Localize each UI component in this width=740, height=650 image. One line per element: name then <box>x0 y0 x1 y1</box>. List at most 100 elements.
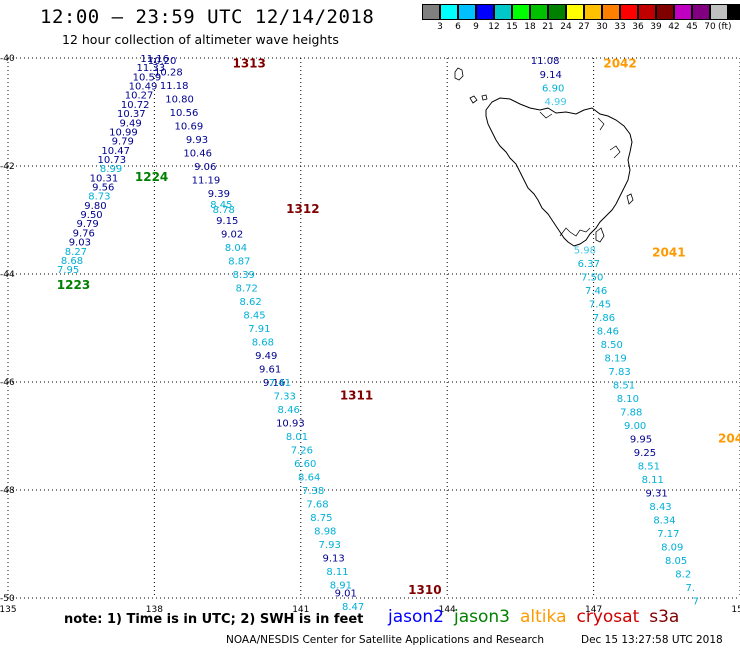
satellite-tracks: 11.1611.3310.5910.4910.2710.7210.379.491… <box>57 54 740 613</box>
maria-island <box>626 193 634 205</box>
swh-value: 8.68 <box>252 338 274 349</box>
track-1312: 9.398.458.789.159.028.048.878.398.728.62… <box>208 189 320 389</box>
color-swatch <box>674 4 692 20</box>
swh-value: 10.46 <box>183 149 212 160</box>
swh-value: 11.08 <box>531 56 560 67</box>
swh-value: 9.49 <box>119 118 141 129</box>
swh-value: 6.37 <box>578 259 600 270</box>
swh-value: 10.80 <box>165 95 194 106</box>
pass-time-label: 1223 <box>57 278 90 292</box>
lon-label: 147 <box>585 605 602 615</box>
color-scale-tick: 24 <box>560 22 572 32</box>
swh-value: 8.72 <box>236 284 258 295</box>
color-swatch <box>494 4 512 20</box>
color-swatch <box>458 4 476 20</box>
swh-value: 9.15 <box>216 216 238 227</box>
color-swatch <box>638 4 656 20</box>
swh-value: 8.47 <box>342 602 364 613</box>
swh-value: 7.68 <box>306 500 328 511</box>
swh-value: 8.75 <box>310 513 332 524</box>
color-scale-tick: 15 <box>506 22 518 32</box>
color-scale-tick: 21 <box>542 22 554 32</box>
color-scale-tick: 3 <box>437 22 443 32</box>
track-2041: 5.98 6.37 7.50 7.46 7.45 7.86 8.46 8.50 8.19 7.83… <box>574 245 686 432</box>
swh-value: 9.31 <box>646 489 668 500</box>
swh-value: 11.19 <box>192 176 221 187</box>
lon-label: 141 <box>292 605 309 615</box>
color-swatch <box>476 4 494 20</box>
color-swatch <box>692 4 710 20</box>
swh-value: 10.73 <box>97 155 126 166</box>
swh-value: 7.83 <box>608 367 630 378</box>
swh-value: 7.88 <box>620 408 642 419</box>
track-1223: 11.1611.3310.5910.4910.2710.7210.379.491… <box>57 54 169 292</box>
swh-value: 4.99 <box>544 97 566 108</box>
swh-value: 7 <box>693 597 699 608</box>
color-swatch <box>512 4 530 20</box>
lat-label: -44 <box>0 270 15 280</box>
lon-label: 138 <box>146 605 163 615</box>
generated-timestamp: Dec 15 13:27:58 UTC 2018 <box>581 634 723 646</box>
swh-value: 8.64 <box>298 473 320 484</box>
color-scale-tick: 9 <box>473 22 479 32</box>
hunter-islands <box>469 94 488 104</box>
swh-value: 9.49 <box>255 351 277 362</box>
pass-time-label: 2041 <box>652 245 685 259</box>
swh-value: 8.09 <box>661 543 683 554</box>
swh-value: 9.02 <box>221 230 243 241</box>
swh-value: 10.47 <box>101 146 130 157</box>
swh-value: 11.16 <box>140 54 169 65</box>
swh-value: 8.19 <box>605 354 627 365</box>
color-scale-tick: 18 <box>524 22 536 32</box>
lon-label: 144 <box>439 605 456 615</box>
swh-value: 8.98 <box>314 527 336 538</box>
swh-value: 10.56 <box>170 108 199 119</box>
lat-label: -40 <box>0 54 15 64</box>
swh-value: 9.79 <box>112 137 134 148</box>
swh-value: 8.39 <box>233 270 255 281</box>
swh-value: 10.99 <box>109 127 138 138</box>
color-scale-tick: 45 <box>686 22 698 32</box>
swh-color-scale: 3 6 9 12 15 18 21 24 27 30 33 36 39 42 45 70 (ft) <box>422 4 740 36</box>
color-swatch <box>620 4 638 20</box>
swh-value: 7.95 <box>57 265 79 276</box>
lon-label: 135 <box>0 605 17 615</box>
bruny-island <box>595 227 605 243</box>
color-scale-tick: 36 <box>632 22 644 32</box>
swh-value: 9.80 <box>84 201 106 212</box>
pass-time-label: 2040 <box>718 432 740 446</box>
swh-value: 10.49 <box>129 82 158 93</box>
track-1310: 9.01 8.47 1310 <box>335 583 442 613</box>
swh-value: 7.41 <box>269 378 291 389</box>
swh-value: 8.10 <box>617 394 639 405</box>
lat-label: -48 <box>0 486 15 496</box>
color-scale-tick: 6 <box>455 22 461 32</box>
swh-value: 8.46 <box>597 327 619 338</box>
swh-value: 9.14 <box>540 70 562 81</box>
swh-value: 9.79 <box>77 219 99 230</box>
swh-value: 8.2 <box>675 570 691 581</box>
swh-value: 7.93 <box>319 540 341 551</box>
track-2042: 11.08 9.14 6.90 4.99 2042 <box>531 56 637 108</box>
color-swatch <box>710 4 728 20</box>
page-subtitle: 12 hour collection of altimeter wave hei… <box>62 32 339 47</box>
swh-value: 7. <box>686 583 696 594</box>
king-island <box>454 67 464 81</box>
satellite-legend: jason2 jason3 altika cryosat s3a <box>388 607 689 627</box>
swh-value: 7.38 <box>302 486 324 497</box>
swh-value: 8.68 <box>61 256 83 267</box>
swh-value: 9.61 <box>259 365 281 376</box>
swh-value: 10.28 <box>154 68 183 79</box>
swh-value: 8.04 <box>225 243 247 254</box>
swh-value: 10.59 <box>133 72 162 83</box>
swh-value: 9.76 <box>73 228 95 239</box>
color-swatch <box>656 4 674 20</box>
lat-label: -42 <box>0 162 15 172</box>
swh-value: 9.50 <box>80 210 102 221</box>
swh-value: 9.06 <box>194 162 216 173</box>
swh-value: 8.62 <box>239 297 261 308</box>
swh-value: 7.91 <box>248 324 270 335</box>
lat-label: -50 <box>0 594 15 604</box>
